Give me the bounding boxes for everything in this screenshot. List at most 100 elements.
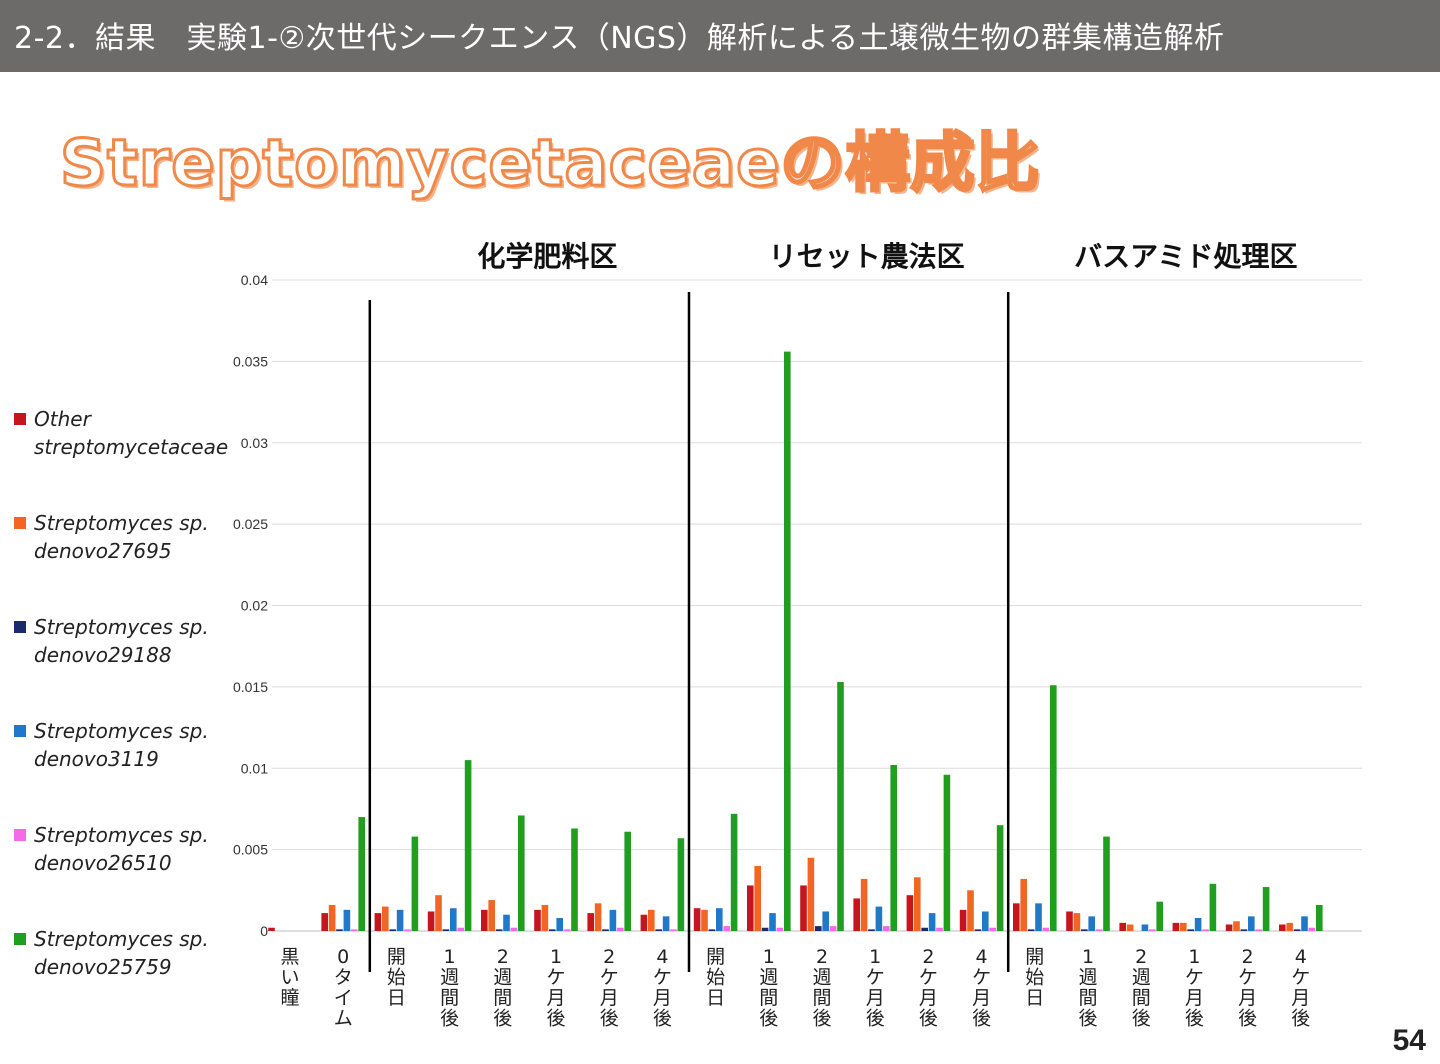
bar bbox=[518, 815, 525, 931]
x-category-label: 2 ケ月後 bbox=[1238, 946, 1257, 1030]
slide-header: 2-2．結果 実験1-②次世代シークエンス（NGS）解析による土壌微生物の群集構… bbox=[0, 0, 1440, 72]
bar bbox=[1233, 921, 1240, 931]
bar bbox=[693, 908, 701, 931]
legend-label: Streptomyces sp. denovo29188 bbox=[34, 615, 209, 667]
bar bbox=[677, 838, 685, 931]
bar bbox=[640, 914, 648, 931]
bar bbox=[914, 877, 921, 931]
bar bbox=[829, 926, 837, 931]
bar bbox=[549, 929, 556, 931]
bar bbox=[936, 927, 943, 931]
bar bbox=[1088, 916, 1095, 931]
bar bbox=[982, 911, 989, 931]
bar bbox=[464, 760, 472, 931]
bar bbox=[890, 764, 897, 931]
bar bbox=[442, 929, 450, 931]
bar bbox=[1119, 922, 1126, 931]
bar bbox=[670, 929, 677, 931]
legend-label: Streptomyces sp. denovo25759 bbox=[34, 927, 209, 979]
x-category-label: 4 ケ月後 bbox=[653, 946, 672, 1030]
x-category-label: 2 ケ月後 bbox=[919, 946, 938, 1030]
legend-label: Other streptomycetaceae bbox=[34, 407, 229, 459]
bar bbox=[1035, 903, 1042, 931]
bar bbox=[1187, 929, 1194, 931]
bar bbox=[1308, 927, 1316, 931]
bar bbox=[800, 885, 807, 931]
x-category-label: 開始日 bbox=[1025, 946, 1044, 1009]
bar bbox=[336, 929, 343, 931]
bar bbox=[457, 927, 464, 931]
legend-swatch bbox=[14, 829, 26, 841]
x-category-label: 4 ケ月後 bbox=[1291, 946, 1310, 1030]
bar bbox=[602, 929, 609, 931]
bar bbox=[967, 890, 974, 931]
bar bbox=[541, 904, 549, 931]
x-category-label: 1 ケ月後 bbox=[546, 946, 565, 1030]
bar bbox=[883, 926, 890, 931]
bar bbox=[435, 895, 442, 931]
legend-swatch bbox=[14, 621, 26, 633]
group-title: 化学肥料区 bbox=[477, 240, 617, 273]
y-tick-label: 0.025 bbox=[233, 516, 268, 532]
bar bbox=[906, 895, 914, 931]
y-tick-label: 0 bbox=[260, 923, 268, 939]
bar bbox=[268, 927, 275, 931]
bar bbox=[1013, 903, 1020, 931]
bar bbox=[1073, 913, 1081, 931]
bar bbox=[1066, 911, 1073, 931]
bar bbox=[382, 906, 389, 931]
bar bbox=[1103, 836, 1110, 931]
x-category-label: 0 タイム bbox=[334, 946, 353, 1030]
bar bbox=[450, 908, 457, 931]
bar bbox=[921, 927, 928, 931]
x-category-label: 4 ケ月後 bbox=[972, 946, 991, 1030]
x-category-label: 開始日 bbox=[706, 946, 725, 1009]
bar bbox=[730, 813, 738, 931]
bar bbox=[723, 926, 730, 931]
legend-swatch bbox=[14, 413, 26, 425]
y-tick-label: 0.005 bbox=[233, 842, 268, 858]
bar bbox=[389, 929, 396, 931]
bar bbox=[701, 909, 708, 931]
bar bbox=[943, 774, 951, 931]
bar bbox=[776, 927, 784, 931]
bar bbox=[989, 927, 996, 931]
slide-subtitle: Streptomycetaceaeの構成比 bbox=[59, 126, 1041, 203]
bar bbox=[495, 929, 503, 931]
bar bbox=[822, 911, 829, 931]
bar bbox=[747, 885, 754, 931]
group-title: バスアミド処理区 bbox=[1074, 240, 1297, 273]
bar bbox=[571, 828, 578, 931]
bar bbox=[594, 903, 602, 931]
bar bbox=[1149, 929, 1156, 931]
bar bbox=[617, 927, 624, 931]
bar bbox=[1293, 929, 1301, 931]
y-tick-label: 0.04 bbox=[241, 272, 268, 288]
bar bbox=[1180, 922, 1187, 931]
bar bbox=[404, 929, 411, 931]
page-number: 54 bbox=[1392, 1024, 1426, 1057]
y-tick-label: 0.035 bbox=[233, 353, 268, 369]
bar bbox=[1279, 924, 1286, 931]
legend-label: Streptomyces sp. denovo26510 bbox=[34, 823, 209, 875]
x-category-label: 1 週間後 bbox=[759, 946, 778, 1030]
bar bbox=[1194, 917, 1202, 931]
bar bbox=[662, 916, 670, 931]
bar bbox=[411, 836, 419, 931]
bar bbox=[1209, 883, 1217, 931]
bar bbox=[1172, 922, 1180, 931]
y-tick-label: 0.02 bbox=[241, 598, 268, 614]
y-tick-label: 0.01 bbox=[241, 760, 268, 776]
x-category-label: 開始日 bbox=[387, 946, 406, 1009]
bar bbox=[556, 917, 563, 931]
bar bbox=[807, 857, 815, 931]
x-category-label: 1 週間後 bbox=[1078, 946, 1097, 1030]
x-category-label: 2 ケ月後 bbox=[600, 946, 619, 1030]
bar bbox=[1141, 924, 1149, 931]
bar bbox=[875, 906, 883, 931]
bar bbox=[328, 904, 336, 931]
x-category-label: 2 週間後 bbox=[812, 946, 831, 1030]
header-title: 2-2．結果 実験1-②次世代シークエンス（NGS）解析による土壌微生物の群集構… bbox=[14, 21, 1225, 56]
bar bbox=[343, 909, 351, 931]
bar bbox=[1156, 901, 1163, 931]
